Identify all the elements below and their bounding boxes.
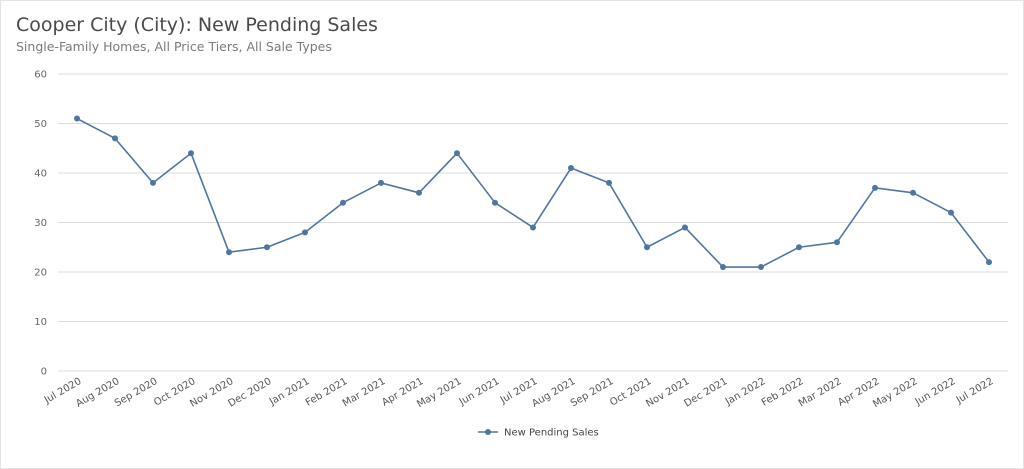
- x-tick-label: Sep 2020: [113, 376, 160, 409]
- x-tick-label: Dec 2021: [682, 376, 729, 410]
- data-point: [758, 264, 764, 271]
- data-point: [74, 115, 80, 122]
- data-point: [378, 179, 384, 186]
- x-tick-label: Sep 2021: [569, 376, 616, 409]
- data-point: [834, 239, 840, 246]
- data-point: [226, 249, 232, 256]
- data-point: [264, 244, 270, 251]
- legend-label: New Pending Sales: [504, 428, 599, 439]
- data-point: [644, 244, 650, 251]
- y-tick-label: 10: [34, 317, 47, 328]
- data-point: [454, 150, 460, 157]
- data-point: [720, 264, 726, 271]
- y-tick-label: 0: [41, 367, 47, 378]
- data-point: [910, 189, 916, 196]
- data-point: [606, 179, 612, 186]
- data-point: [796, 244, 802, 251]
- x-tick-label: Aug 2021: [530, 376, 577, 410]
- data-point: [150, 179, 156, 186]
- x-tick-label: Jun 2022: [913, 376, 958, 408]
- series-line: [76, 117, 990, 268]
- x-tick-label: Jul 2022: [954, 376, 996, 406]
- data-point: [302, 229, 308, 236]
- data-point: [948, 209, 954, 216]
- data-point: [188, 150, 194, 157]
- x-tick-label: Aug 2020: [74, 376, 121, 410]
- data-point: [530, 224, 536, 231]
- y-tick-label: 50: [34, 119, 47, 130]
- y-tick-label: 20: [34, 268, 47, 279]
- data-point: [416, 189, 422, 196]
- x-tick-label: Mar 2021: [341, 376, 388, 409]
- chart-title: Cooper City (City): New Pending Sales: [16, 14, 378, 36]
- data-point: [682, 224, 688, 231]
- x-tick-label: Mar 2022: [797, 376, 844, 409]
- data-point: [872, 184, 878, 191]
- y-tick-label: 40: [34, 169, 47, 180]
- x-tick-label: Jan 2022: [723, 376, 768, 408]
- y-tick-label: 60: [34, 70, 47, 81]
- x-tick-label: Jun 2021: [457, 376, 502, 408]
- x-tick-label: Jan 2021: [267, 376, 312, 408]
- data-point: [112, 135, 118, 142]
- x-tick-label: Dec 2020: [226, 376, 273, 410]
- y-tick-label: 30: [34, 218, 47, 229]
- chart-subtitle: Single-Family Homes, All Price Tiers, Al…: [16, 39, 332, 54]
- data-point: [492, 199, 498, 206]
- legend-marker: [485, 429, 491, 435]
- data-point: [568, 165, 574, 172]
- data-point: [986, 259, 992, 266]
- data-point: [340, 199, 346, 206]
